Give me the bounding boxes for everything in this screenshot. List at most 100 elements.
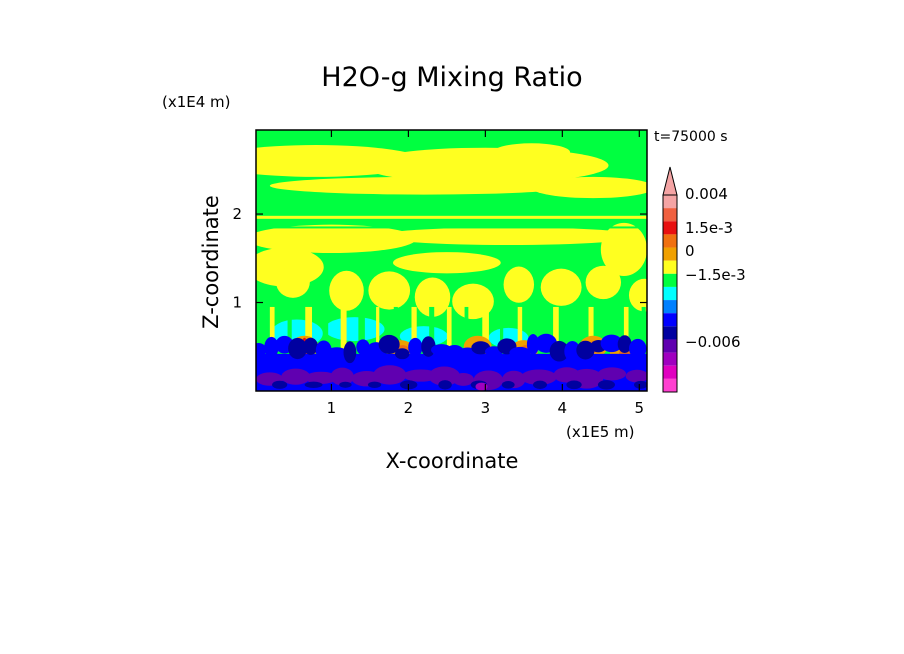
- navy-blob: [272, 380, 288, 389]
- plume-column: [340, 306, 347, 361]
- x-tick-label: 3: [481, 399, 491, 417]
- blue-blob: [576, 340, 595, 360]
- purple-blob: [452, 372, 474, 386]
- colorbar-swatch: [663, 300, 677, 314]
- colorbar-label: 0: [685, 242, 695, 260]
- colorbar-label: 0.004: [685, 185, 728, 203]
- x-scale-label: (x1E5 m): [566, 423, 635, 441]
- x-axis: 1 2 3 4 5: [327, 130, 644, 417]
- plume-column: [606, 306, 610, 361]
- x-tick-label: 2: [404, 399, 414, 417]
- yellow-plume: [329, 270, 364, 311]
- purple-blob: [520, 369, 557, 385]
- yellow-plume: [585, 265, 622, 300]
- colorbar-swatch: [663, 195, 677, 209]
- colorbar-label: −1.5e-3: [685, 266, 746, 284]
- blue-blob: [326, 347, 347, 359]
- x-tick-label: 5: [635, 399, 645, 417]
- navy-blob: [367, 381, 382, 388]
- chart-title: H2O-g Mixing Ratio: [321, 62, 582, 93]
- colorbar-swatch: [663, 273, 677, 287]
- navy-blob: [339, 381, 352, 388]
- yellow-plume: [628, 278, 647, 312]
- colorbar-swatch: [663, 208, 677, 222]
- purple-blob: [597, 367, 627, 381]
- plume-column: [553, 306, 559, 361]
- y-axis: 12: [232, 205, 647, 312]
- plume-column: [464, 306, 469, 361]
- colorbar-swatch: [663, 365, 677, 379]
- purple-blob: [373, 365, 407, 385]
- blue-blob: [315, 340, 332, 361]
- blue-blob: [509, 346, 531, 359]
- blue-blob: [526, 334, 540, 355]
- plume-column: [641, 306, 646, 361]
- time-label: t=75000 s: [654, 129, 728, 145]
- plume-column: [429, 306, 435, 361]
- yellow-plume: [276, 266, 310, 298]
- yellow-plume: [368, 271, 411, 310]
- blue-blob: [408, 337, 423, 357]
- plume-column: [322, 306, 329, 361]
- colorbar: 0.004 1.5e-3 0 −1.5e-3 −0.006: [662, 166, 746, 393]
- blue-blob: [444, 344, 466, 363]
- navy-blob: [304, 381, 323, 388]
- colorbar-swatch: [663, 260, 677, 274]
- colorbar-swatch: [663, 221, 677, 235]
- x-tick-label: 1: [327, 399, 337, 417]
- navy-blob: [566, 380, 582, 390]
- plume-column: [269, 306, 275, 361]
- yellow-region: [377, 227, 640, 246]
- navy-blob: [597, 380, 615, 390]
- blue-blob: [378, 334, 400, 355]
- purple-blob: [428, 366, 461, 386]
- blue-blob: [394, 348, 410, 360]
- blue-blob: [303, 337, 318, 355]
- plume-column: [535, 306, 540, 361]
- colorbar-swatch: [663, 286, 677, 301]
- navy-blob: [438, 380, 452, 390]
- y-axis-label: Z-coordinate: [199, 195, 223, 329]
- purple-blob: [625, 369, 647, 383]
- plume-column: [517, 306, 523, 361]
- blue-blob: [564, 341, 581, 362]
- x-axis-label: X-coordinate: [386, 449, 519, 473]
- yellow-plume: [414, 277, 451, 317]
- y-tick-label: 1: [232, 294, 242, 312]
- yellow-region: [493, 143, 571, 161]
- blue-blob: [617, 335, 632, 353]
- plume-column: [376, 306, 380, 361]
- yellow-region: [256, 224, 417, 253]
- colorbar-label: 1.5e-3: [685, 219, 733, 237]
- colorbar-swatch: [663, 326, 677, 340]
- blue-blob: [549, 340, 569, 362]
- yellow-region: [269, 176, 578, 195]
- plume-column: [482, 306, 489, 361]
- x-tick-label: 4: [558, 399, 568, 417]
- y-scale-label: (x1E4 m): [162, 93, 231, 111]
- blue-blob: [256, 342, 267, 357]
- plume-column: [446, 306, 452, 361]
- colorbar-swatch: [663, 378, 677, 392]
- yellow-plume: [503, 266, 535, 303]
- plume-column: [411, 306, 417, 361]
- navy-blob: [501, 380, 515, 389]
- purple-blob: [330, 367, 354, 386]
- mixing-ratio-field: [256, 143, 647, 391]
- plume-column: [287, 306, 292, 361]
- blue-blob: [264, 336, 279, 358]
- navy-blob: [634, 380, 647, 389]
- yellow-region: [393, 252, 501, 274]
- plume-column: [499, 306, 504, 361]
- blue-blob: [343, 341, 357, 364]
- colorbar-swatch: [663, 339, 677, 353]
- y-tick-label: 2: [232, 205, 242, 223]
- colorbar-swatch: [663, 313, 677, 327]
- purple-blob: [305, 371, 338, 384]
- colorbar-swatch: [663, 352, 677, 366]
- blue-blob: [600, 334, 623, 353]
- plume-column: [570, 306, 578, 361]
- navy-blob: [533, 380, 547, 389]
